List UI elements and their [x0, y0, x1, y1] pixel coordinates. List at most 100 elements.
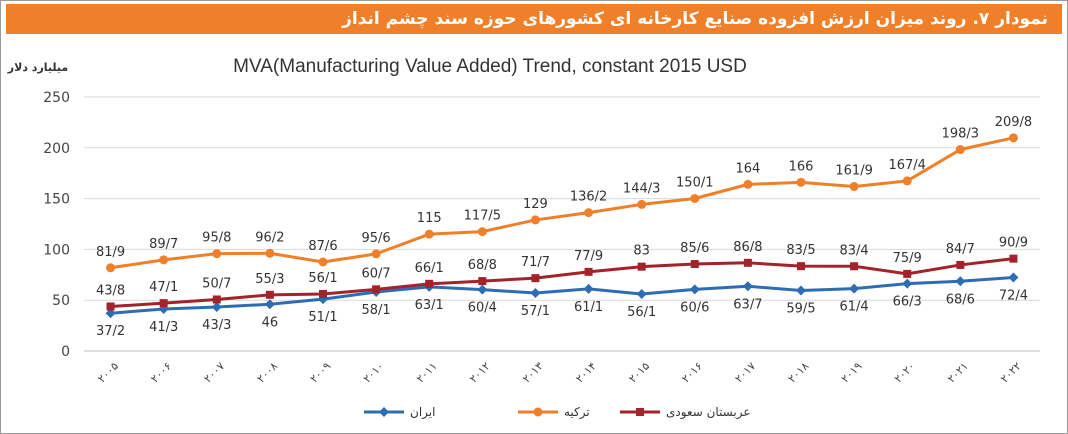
data-label: 46	[262, 315, 279, 330]
series-layer	[105, 133, 1019, 319]
data-point	[797, 262, 805, 271]
data-label: 144/3	[623, 181, 660, 196]
data-point	[902, 278, 913, 289]
data-label: 55/3	[255, 272, 284, 287]
data-point	[106, 302, 115, 311]
data-point	[903, 269, 912, 278]
data-point	[956, 260, 965, 269]
data-point	[477, 227, 487, 237]
y-tick-label: 150	[43, 192, 70, 208]
legend-label: ایران	[410, 405, 435, 420]
data-point	[689, 284, 700, 295]
data-point	[211, 302, 222, 313]
data-label: 129	[523, 197, 548, 212]
data-point	[742, 281, 753, 292]
data-point	[379, 407, 389, 417]
data-point	[212, 249, 222, 259]
x-tick-label: ۲۰۰۷	[201, 360, 227, 386]
data-label: 86/8	[733, 240, 762, 255]
legend-item: عربستان سعودی	[620, 405, 751, 420]
series	[106, 254, 1018, 311]
y-tick-label: 50	[52, 293, 70, 309]
data-label: 89/7	[149, 237, 178, 252]
legend-label: ترکیه	[564, 405, 590, 420]
data-label: 81/9	[96, 245, 125, 260]
data-point	[636, 408, 644, 416]
data-point	[318, 257, 328, 267]
data-point	[690, 193, 700, 203]
data-point	[424, 229, 434, 239]
y-tick-label: 0	[61, 344, 70, 360]
x-tick-label: ۲۰۱۲	[467, 360, 493, 386]
data-label: 51/1	[308, 310, 337, 325]
data-point	[533, 407, 543, 417]
data-label: 47/1	[149, 280, 178, 295]
data-label: 60/6	[680, 300, 709, 315]
data-point	[530, 287, 541, 298]
data-point	[1009, 254, 1018, 263]
data-label: 43/3	[202, 318, 231, 333]
legend: ایران ترکیه عربستان سعودی	[364, 405, 751, 420]
data-point	[264, 299, 275, 310]
data-point	[849, 182, 859, 192]
data-label: 167/4	[888, 158, 925, 173]
data-point	[265, 290, 274, 299]
data-label: 68/8	[468, 258, 497, 273]
x-tick-label: ۲۰۱۷	[732, 360, 758, 386]
data-point	[743, 179, 753, 189]
data-label: 43/8	[96, 283, 125, 298]
figure-caption: نمودار ۷. روند میزان ارزش افزوده صنایع ک…	[6, 4, 1062, 34]
x-tick-label: ۲۰۰۶	[148, 360, 174, 386]
data-point	[796, 177, 806, 187]
data-point	[530, 215, 540, 225]
series-line	[110, 257, 1014, 308]
data-label: 90/9	[999, 236, 1028, 251]
data-label: 75/9	[893, 251, 922, 266]
data-label: 37/2	[96, 324, 125, 339]
data-label: 209/8	[995, 115, 1032, 130]
x-tick-label: ۲۰۱۹	[839, 360, 865, 386]
x-tick-label: ۲۰۲۱	[945, 360, 971, 386]
data-point	[955, 145, 965, 155]
data-label: 83/5	[786, 243, 815, 258]
data-label: 136/2	[570, 190, 607, 205]
data-point	[1008, 272, 1019, 283]
data-point	[1008, 133, 1018, 143]
data-point	[796, 285, 806, 296]
data-point	[850, 262, 859, 271]
data-point	[478, 277, 487, 286]
data-point	[636, 289, 647, 300]
data-label: 150/1	[676, 175, 713, 190]
data-point	[637, 199, 647, 209]
x-tick-label: ۲۰۱۴	[573, 360, 599, 386]
data-label: 161/9	[835, 164, 872, 179]
data-label: 56/1	[627, 305, 656, 320]
data-label: 72/4	[999, 288, 1028, 303]
data-label: 63/7	[733, 297, 762, 312]
y-tick-label: 200	[43, 141, 70, 157]
x-tick-label: ۲۰۲۲	[998, 360, 1024, 386]
data-point	[159, 299, 168, 308]
data-point	[477, 284, 488, 295]
data-point	[637, 262, 646, 271]
data-label: 96/2	[255, 230, 284, 245]
x-tick-label: ۲۰۱۵	[626, 360, 652, 386]
data-label: 83	[633, 244, 650, 259]
data-point	[690, 260, 699, 269]
data-label: 85/6	[680, 241, 709, 256]
y-tick-label: 100	[43, 242, 70, 258]
legend-label: عربستان سعودی	[666, 405, 751, 420]
x-tick-label: ۲۰۱۰	[361, 360, 387, 386]
data-label: 95/8	[202, 231, 231, 246]
data-label: 58/1	[362, 303, 391, 318]
data-label: 115	[417, 211, 442, 226]
x-tick-label: ۲۰۲۰	[892, 360, 918, 386]
data-label: 198/3	[942, 127, 979, 142]
data-point	[743, 258, 752, 267]
data-label: 117/5	[464, 209, 501, 224]
data-point	[584, 208, 594, 218]
x-tick-label: ۲۰۱۶	[679, 360, 705, 386]
data-label: 63/1	[415, 298, 444, 313]
chart-title: MVA(Manufacturing Value Added) Trend, co…	[233, 56, 747, 77]
data-point	[531, 274, 540, 283]
